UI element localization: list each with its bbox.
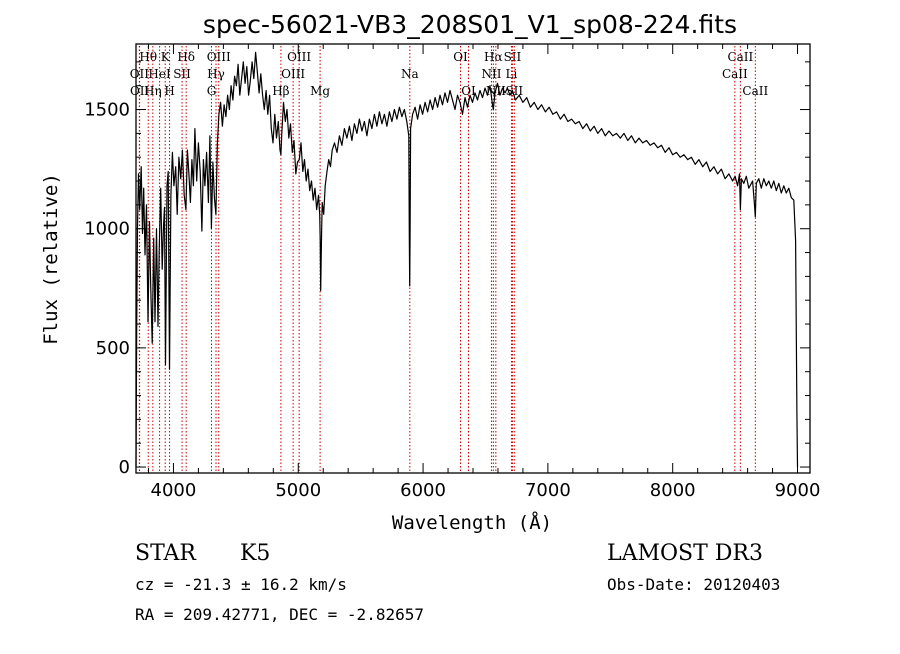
line-marker-label-13: OIII [281, 67, 305, 81]
redshift-info: cz = -21.3 ± 16.2 km/s [135, 575, 347, 594]
obs-date: Obs-Date: 20120403 [607, 575, 780, 594]
x-tick-label-5000: 5000 [275, 480, 321, 501]
line-marker-label-12: OIII [287, 50, 311, 64]
y-tick-label-1500: 1500 [84, 100, 130, 121]
axis-ticks: 4000 5000 6000 7000 8000 9000 0 500 1000 1500 [84, 44, 820, 501]
line-marker-label-17: OI [453, 50, 468, 64]
x-tick-label-4000: 4000 [151, 480, 197, 501]
line-marker-label-26: CaII [722, 67, 748, 81]
line-marker-label-4: HeI [148, 67, 171, 81]
spectrum-line-0 [135, 51, 799, 468]
line-marker-label-15: Mg [310, 84, 330, 98]
coordinates-info: RA = 209.42771, DEC = -2.82657 [135, 605, 424, 624]
survey-name: LAMOST DR3 [607, 541, 763, 566]
line-marker-label-11: G [207, 84, 217, 98]
line-marker-label-16: Na [401, 67, 419, 81]
line-marker-label-7: SII [173, 67, 191, 81]
y-axis-label: Flux (relative) [40, 173, 62, 345]
line-marker-label-2: OII [130, 84, 150, 98]
x-tick-label-6000: 6000 [400, 480, 446, 501]
plot-frame [135, 43, 811, 474]
x-axis-label: Wavelength (Å) [392, 511, 552, 534]
plot-axes [135, 43, 811, 474]
line-marker-label-14: Hβ [272, 84, 289, 98]
line-marker-label-25: CaII [727, 50, 753, 64]
spectrum-series [135, 51, 799, 468]
x-tick-label-9000: 9000 [775, 480, 821, 501]
line-marker-label-5: Hη [144, 84, 162, 98]
line-marker-label-18: OI [461, 84, 476, 98]
line-marker-label-20: SII [504, 50, 522, 64]
star-class: STAR [135, 541, 197, 566]
x-tick-label-8000: 8000 [650, 480, 696, 501]
y-tick-label-0: 0 [119, 457, 130, 478]
line-marker-label-21: NII [481, 67, 501, 81]
line-marker-label-19: Hα [484, 50, 503, 64]
line-marker-label-8: H [164, 84, 174, 98]
line-marker-label-10: Hγ [207, 67, 225, 81]
y-tick-label-1000: 1000 [84, 219, 130, 240]
line-marker-label-9: OIII [207, 50, 231, 64]
line-marker-label-22: Li [506, 67, 518, 81]
line-marker-label-0: Hθ [139, 50, 157, 64]
x-tick-label-7000: 7000 [525, 480, 571, 501]
line-marker-label-3: K [161, 50, 171, 64]
line-marker-label-6: Hδ [177, 50, 195, 64]
line-marker-label-27: CaII [742, 84, 768, 98]
star-subclass: K5 [240, 541, 270, 566]
chart-title: spec-56021-VB3_208S01_V1_sp08-224.fits [203, 10, 737, 39]
y-tick-label-500: 500 [96, 338, 130, 359]
